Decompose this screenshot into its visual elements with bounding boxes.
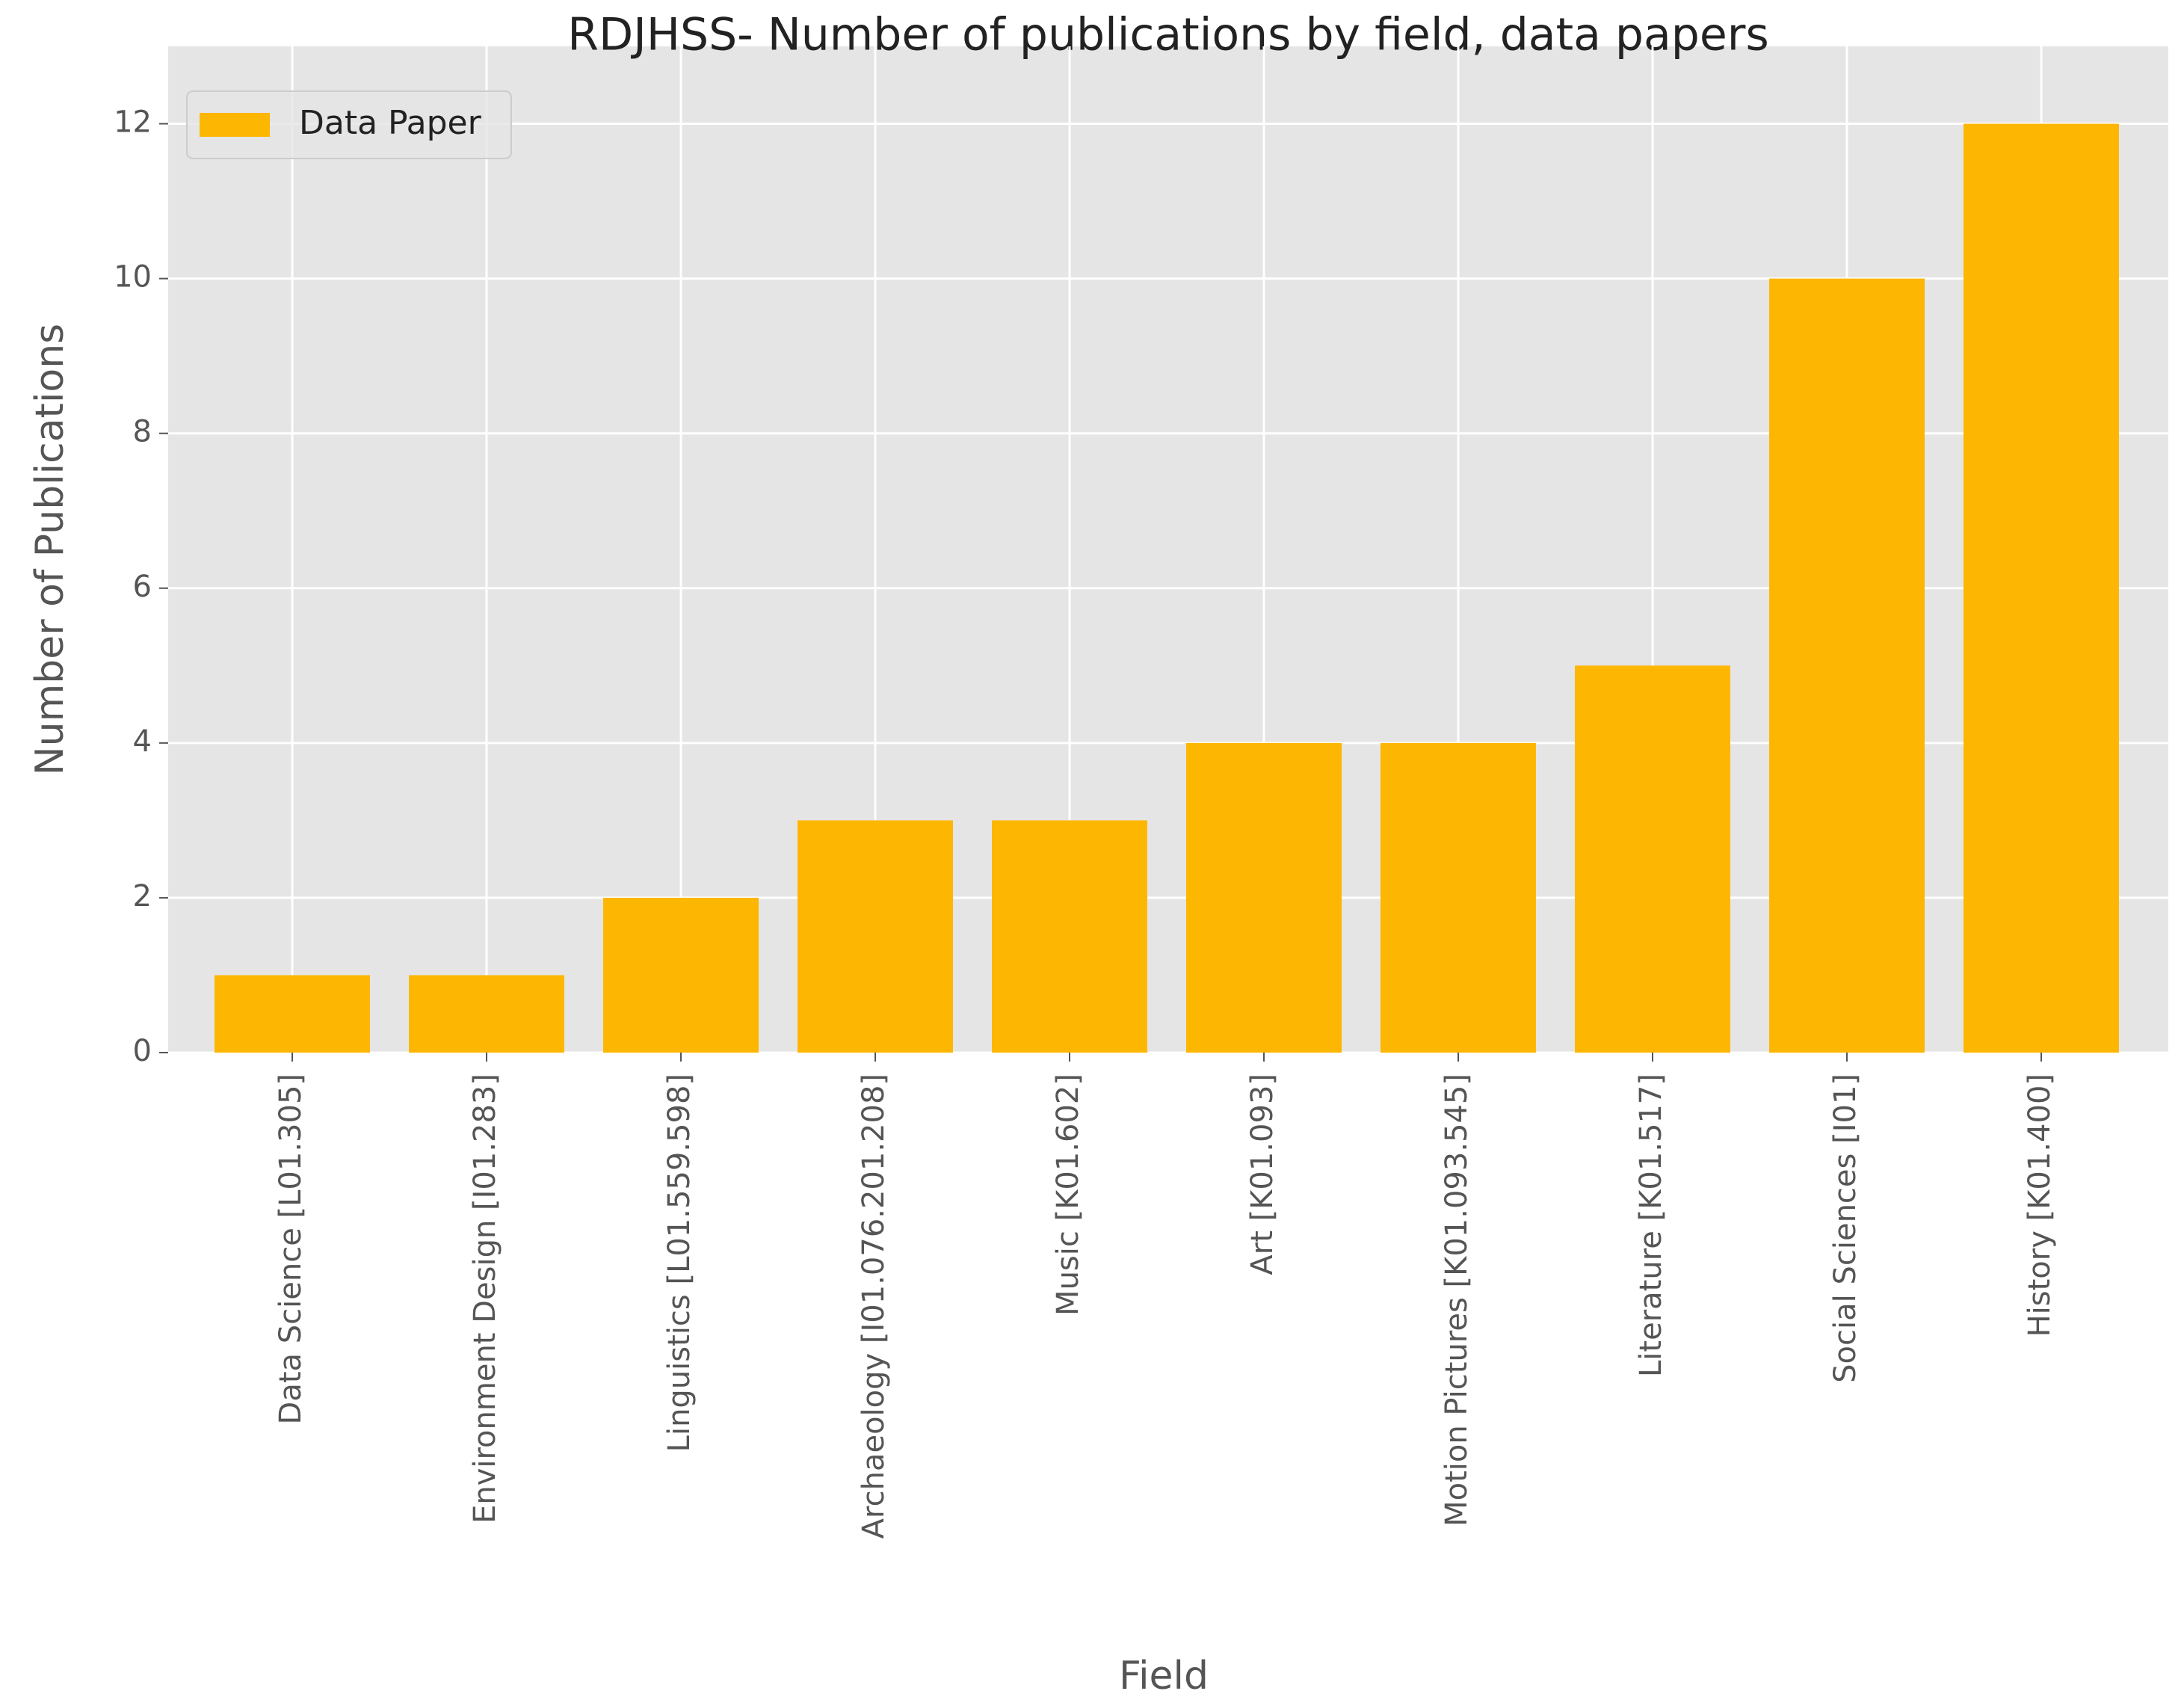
x-tick-label: Art [K01.093] xyxy=(1245,1074,1280,1275)
legend-label: Data Paper xyxy=(299,104,482,142)
bar xyxy=(1186,742,1342,1053)
x-tick-label: Data Science [L01.305] xyxy=(274,1074,308,1424)
x-tick-label: Literature [K01.517] xyxy=(1634,1074,1668,1377)
x-tick-label: History [K01.400] xyxy=(2023,1074,2057,1337)
bar xyxy=(603,897,759,1053)
y-tick-label: 12 xyxy=(114,105,152,140)
y-tick-label: 8 xyxy=(133,415,152,449)
bar xyxy=(1964,123,2119,1053)
x-tick-label: Linguistics [L01.559.598] xyxy=(662,1074,697,1452)
legend-swatch xyxy=(200,113,270,137)
chart-title: RDJHSS- Number of publications by field,… xyxy=(567,9,1768,61)
bar xyxy=(215,975,370,1053)
x-axis-label: Field xyxy=(1119,1654,1209,1699)
x-tick-label: Archaeology [I01.076.201.208] xyxy=(857,1074,891,1539)
y-tick-label: 0 xyxy=(133,1034,152,1068)
x-tick-label: Motion Pictures [K01.093.545] xyxy=(1440,1074,1474,1527)
bar xyxy=(798,820,953,1053)
bar xyxy=(992,820,1147,1053)
y-tick-label: 10 xyxy=(114,260,152,295)
legend-box xyxy=(186,90,512,159)
y-tick-label: 6 xyxy=(133,570,152,604)
bar xyxy=(409,975,564,1053)
bar xyxy=(1575,665,1730,1053)
x-tick-label: Social Sciences [I01] xyxy=(1828,1074,1863,1383)
bar xyxy=(1381,742,1536,1053)
y-axis-label: Number of Publications xyxy=(28,324,73,776)
y-tick-label: 2 xyxy=(133,879,152,914)
bar xyxy=(1769,278,1925,1053)
x-tick-label: Music [K01.602] xyxy=(1051,1074,1085,1316)
y-tick-label: 4 xyxy=(133,724,152,759)
x-tick-label: Environment Design [I01.283] xyxy=(468,1074,502,1524)
